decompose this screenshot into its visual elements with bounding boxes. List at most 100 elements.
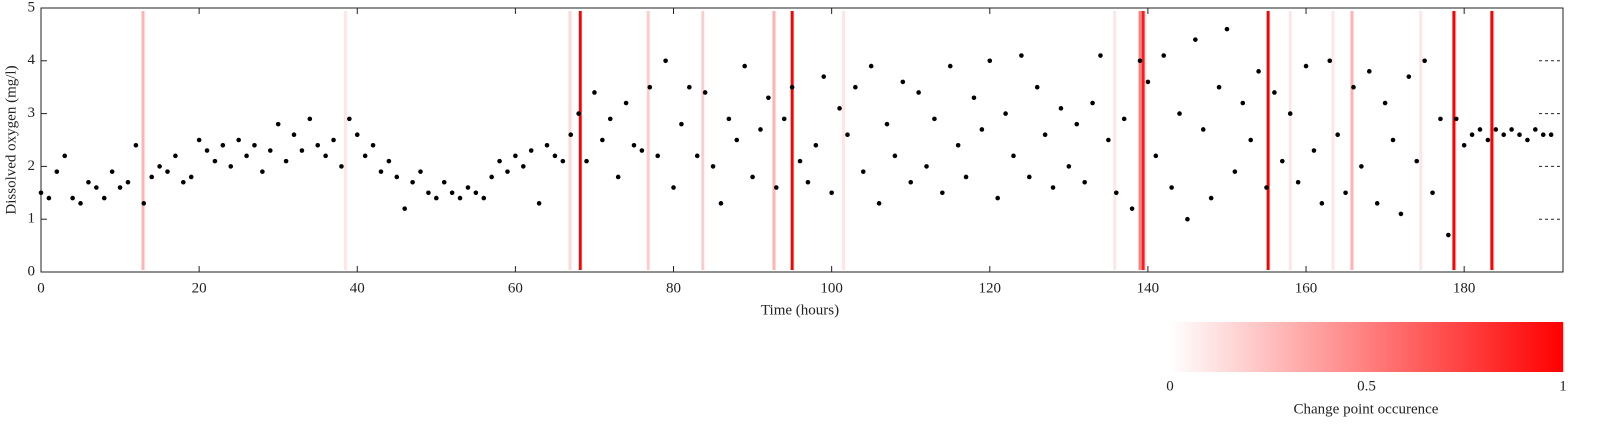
data-point <box>663 58 668 64</box>
data-point <box>884 121 890 127</box>
colorbar-label: Change point occurence <box>1294 401 1439 417</box>
data-point <box>1382 100 1388 106</box>
data-point <box>70 195 75 201</box>
data-point <box>1374 201 1380 206</box>
x-tick-label: 60 <box>508 280 523 296</box>
data-point <box>354 132 360 138</box>
data-point <box>845 132 850 138</box>
data-point <box>592 90 597 95</box>
data-point <box>1224 26 1230 32</box>
data-point <box>283 158 289 164</box>
data-point <box>1525 137 1530 143</box>
data-point <box>410 179 415 185</box>
data-point <box>457 195 463 201</box>
data-point <box>1548 132 1554 138</box>
data-point <box>1517 132 1522 138</box>
data-point <box>1533 127 1538 132</box>
data-point <box>710 164 716 169</box>
data-point <box>528 148 534 153</box>
data-point <box>971 95 977 101</box>
data-point <box>774 185 779 190</box>
x-tick-label: 100 <box>820 280 843 296</box>
data-point <box>1398 211 1404 217</box>
data-point <box>1003 111 1008 116</box>
data-point <box>1145 79 1151 85</box>
data-point <box>141 201 147 206</box>
data-point <box>331 137 336 143</box>
data-point <box>481 195 487 201</box>
data-point <box>1177 111 1182 116</box>
data-point <box>860 169 866 174</box>
data-point <box>1327 58 1333 64</box>
data-point <box>726 116 732 122</box>
data-point <box>188 174 194 180</box>
data-point <box>1185 216 1190 222</box>
y-tick-label: 2 <box>28 158 36 174</box>
data-point <box>1390 137 1396 143</box>
data-point <box>868 63 874 69</box>
data-point <box>947 63 953 69</box>
data-point <box>267 148 273 153</box>
data-point <box>449 190 455 196</box>
data-point <box>1161 53 1167 58</box>
data-point <box>908 179 914 185</box>
data-point <box>718 201 724 206</box>
data-point <box>821 74 827 79</box>
data-point <box>734 137 740 143</box>
y-tick-label: 4 <box>28 52 36 68</box>
data-point <box>157 164 162 169</box>
data-point <box>647 84 653 90</box>
data-point <box>781 116 787 122</box>
data-point <box>473 190 479 196</box>
data-point <box>916 90 921 95</box>
data-point <box>1153 153 1159 159</box>
data-point <box>1485 137 1491 143</box>
data-point <box>1422 58 1427 64</box>
data-point <box>86 179 91 185</box>
data-point <box>307 116 313 122</box>
data-point <box>1501 132 1507 138</box>
data-point <box>600 137 605 143</box>
data-point <box>1019 53 1024 58</box>
data-point <box>1200 127 1206 132</box>
data-point <box>101 195 107 201</box>
x-tick-label: 40 <box>350 280 365 296</box>
x-tick-label: 80 <box>666 280 681 296</box>
data-point <box>434 195 439 201</box>
data-point <box>1493 127 1499 132</box>
colorbar-tick-label: 0 <box>1166 378 1174 394</box>
data-point <box>623 100 629 106</box>
data-point <box>149 174 154 180</box>
data-point <box>892 153 898 159</box>
data-point <box>1027 174 1032 180</box>
data-point <box>1311 148 1317 153</box>
y-tick-label: 3 <box>28 105 36 121</box>
data-point <box>766 95 771 101</box>
data-point <box>1216 84 1222 90</box>
x-axis-label: Time (hours) <box>761 302 839 318</box>
data-point <box>940 190 945 196</box>
y-axis-label: Dissolved oxygen (mg/l) <box>3 65 19 214</box>
data-point <box>1540 132 1546 138</box>
data-point <box>1446 232 1451 238</box>
data-point <box>1090 100 1095 106</box>
x-tick-label: 0 <box>37 280 45 296</box>
data-point <box>805 179 811 185</box>
data-point <box>1366 69 1372 74</box>
data-point <box>362 153 368 159</box>
data-point <box>576 111 581 116</box>
data-point <box>1240 100 1246 106</box>
data-point <box>1034 84 1040 90</box>
y-tick-label: 1 <box>28 211 36 227</box>
data-point <box>1193 37 1198 42</box>
data-point <box>505 169 510 174</box>
data-point <box>520 164 526 169</box>
data-point <box>750 174 755 180</box>
data-point <box>837 106 842 111</box>
x-tick-label: 140 <box>1137 280 1160 296</box>
data-point <box>370 142 376 148</box>
data-point <box>1430 190 1435 196</box>
data-point <box>955 142 961 148</box>
colorbar <box>1170 322 1563 372</box>
data-point <box>813 142 819 148</box>
